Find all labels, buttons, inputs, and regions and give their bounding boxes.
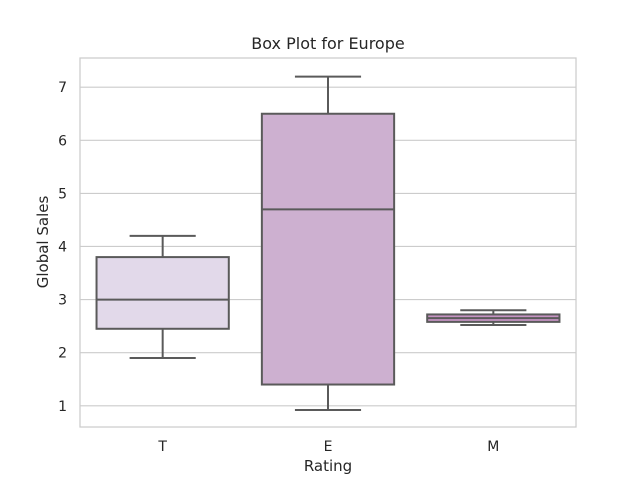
chart-title: Box Plot for Europe <box>251 34 404 53</box>
y-tick-label: 2 <box>58 346 67 362</box>
boxes <box>95 75 561 412</box>
x-axis-label: Rating <box>304 457 352 475</box>
y-tick-label: 6 <box>58 133 67 149</box>
y-tick-label: 3 <box>58 293 67 309</box>
x-tick-label: M <box>487 439 499 455</box>
iqr-box <box>260 112 396 386</box>
plot-frame <box>79 57 577 428</box>
box-E <box>260 75 396 412</box>
y-axis-label: Global Sales <box>34 196 52 289</box>
box-T <box>95 234 230 359</box>
x-tick-label: T <box>157 439 167 455</box>
y-tick-label: 7 <box>58 80 67 96</box>
box-M <box>426 309 561 327</box>
y-tick-label: 5 <box>58 186 67 202</box>
x-tick-label: E <box>324 439 333 455</box>
iqr-box <box>95 256 230 330</box>
y-tick-label: 1 <box>58 399 67 415</box>
y-tick-labels: 1 2 3 4 5 6 7 <box>58 80 67 415</box>
y-tick-label: 4 <box>58 239 67 255</box>
